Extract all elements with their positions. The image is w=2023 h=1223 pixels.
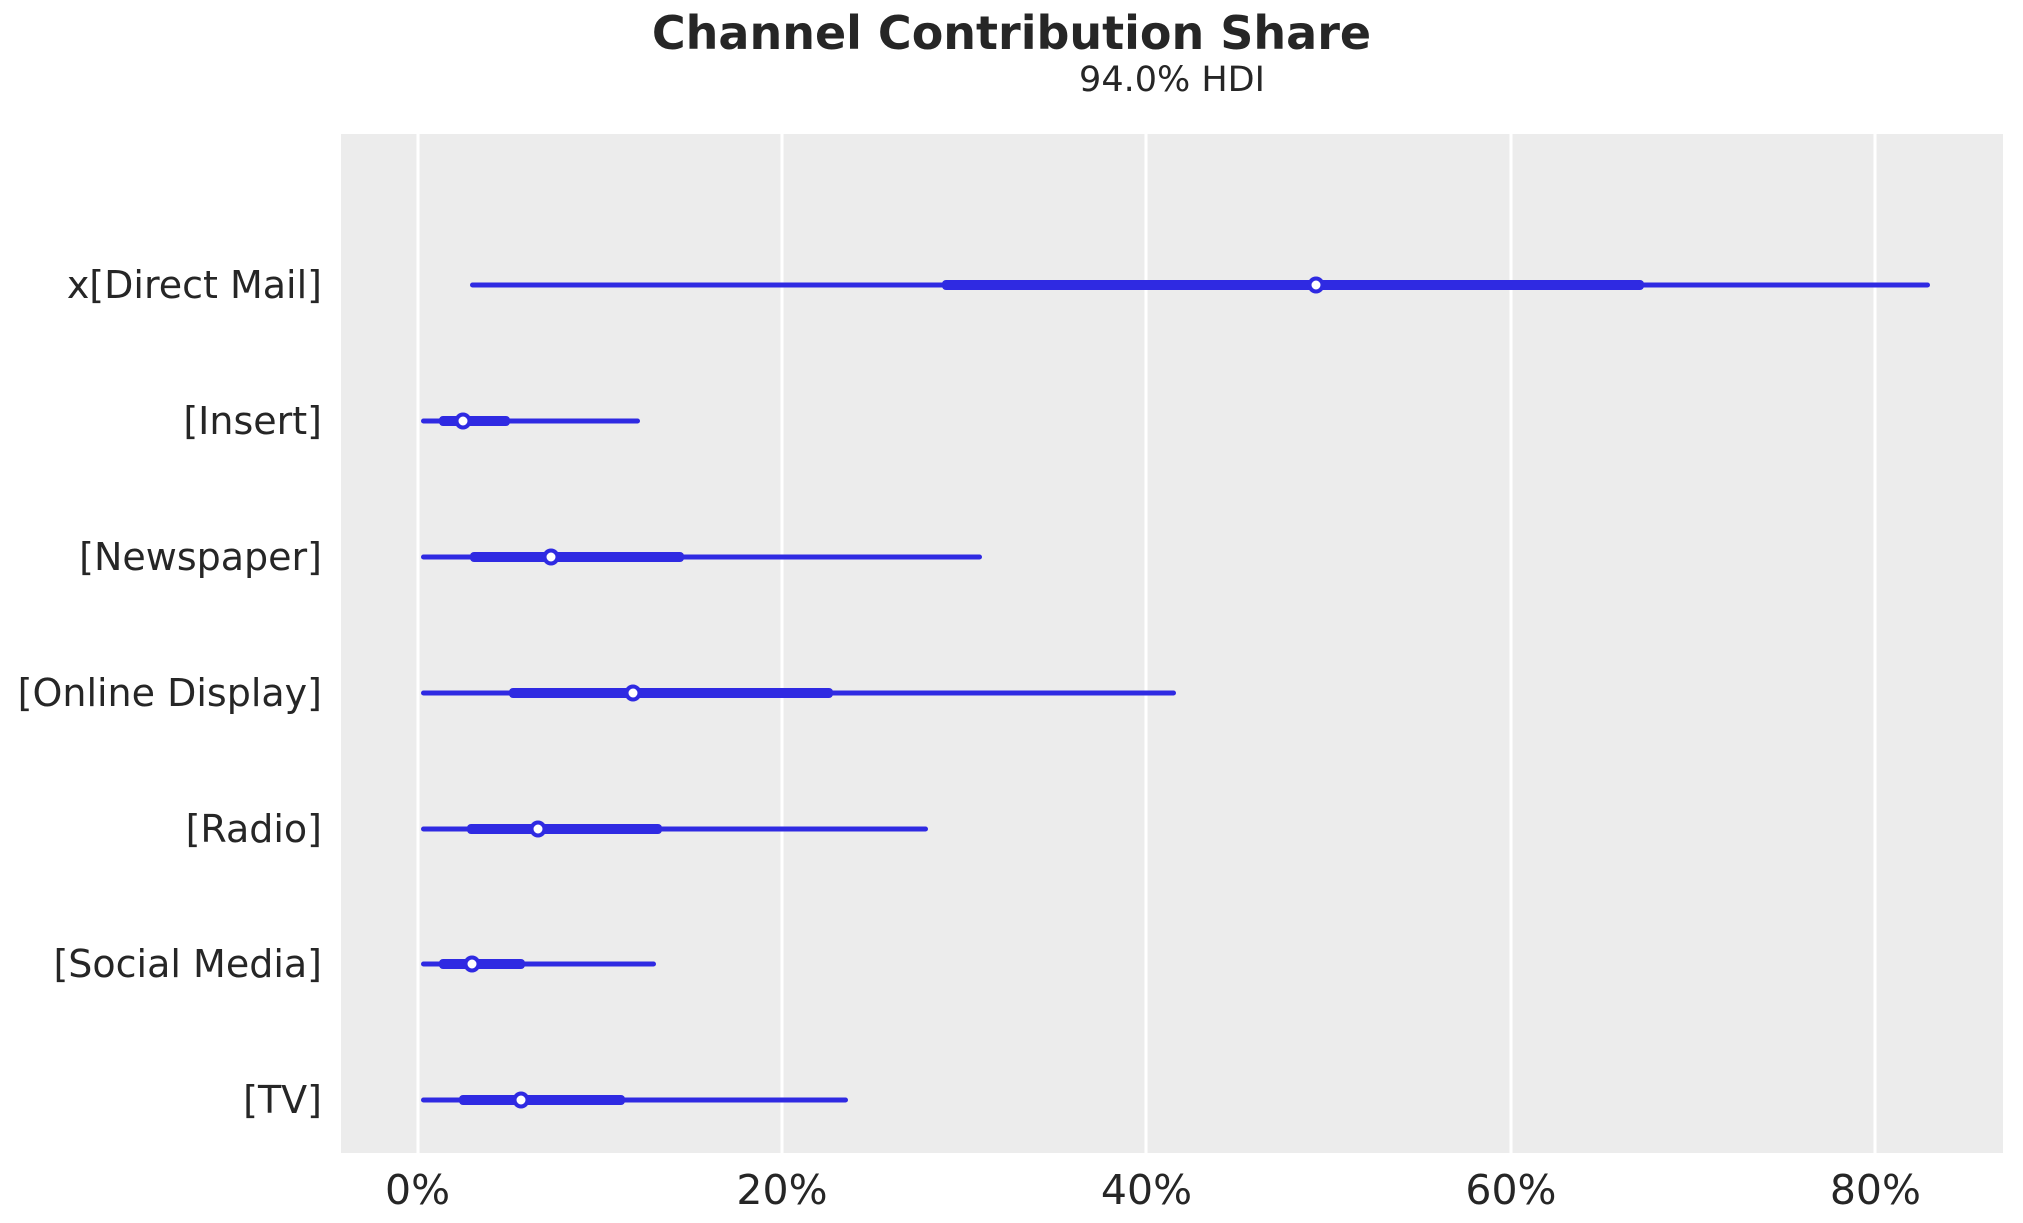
y-tick-label: [Online Display] <box>17 670 322 715</box>
grid-line <box>780 134 784 1153</box>
grid-line <box>1873 134 1877 1153</box>
grid-line <box>1144 134 1148 1153</box>
interquartile-line <box>439 959 526 970</box>
point-estimate-marker <box>454 412 472 430</box>
plot-area <box>341 134 2003 1153</box>
interquartile-line <box>942 280 1644 291</box>
point-estimate-marker <box>463 955 481 973</box>
hdi94-line <box>421 961 657 967</box>
grid-line <box>1509 134 1513 1153</box>
point-estimate-marker <box>529 820 547 838</box>
grid-line <box>416 134 420 1153</box>
interquartile-line <box>466 823 662 834</box>
y-tick-label: [Insert] <box>183 398 322 443</box>
chart-title: Channel Contribution Share <box>651 6 1372 60</box>
interquartile-line <box>470 551 684 562</box>
hdi94-line <box>421 554 983 560</box>
x-tick-label: 20% <box>736 1166 828 1214</box>
interquartile-line <box>459 1095 626 1106</box>
y-tick-label: [TV] <box>243 1078 322 1123</box>
hdi-subtitle: 94.0% HDI <box>1079 60 1265 100</box>
point-estimate-marker <box>512 1091 530 1109</box>
y-tick-label: [Newspaper] <box>79 534 322 579</box>
y-tick-label: x[Direct Mail] <box>66 263 322 308</box>
interquartile-line <box>439 415 511 426</box>
point-estimate-marker <box>542 548 560 566</box>
point-estimate-marker <box>1307 276 1325 294</box>
x-tick-label: 80% <box>1829 1166 1921 1214</box>
hdi94-line <box>421 826 928 832</box>
x-tick-label: 0% <box>385 1166 451 1214</box>
interquartile-line <box>508 687 834 698</box>
point-estimate-marker <box>624 684 642 702</box>
hdi94-line <box>421 418 640 424</box>
y-tick-label: [Social Media] <box>53 942 322 987</box>
x-tick-label: 60% <box>1465 1166 1557 1214</box>
y-tick-label: [Radio] <box>185 806 322 851</box>
x-tick-label: 40% <box>1100 1166 1193 1214</box>
hdi94-line <box>421 1097 848 1103</box>
